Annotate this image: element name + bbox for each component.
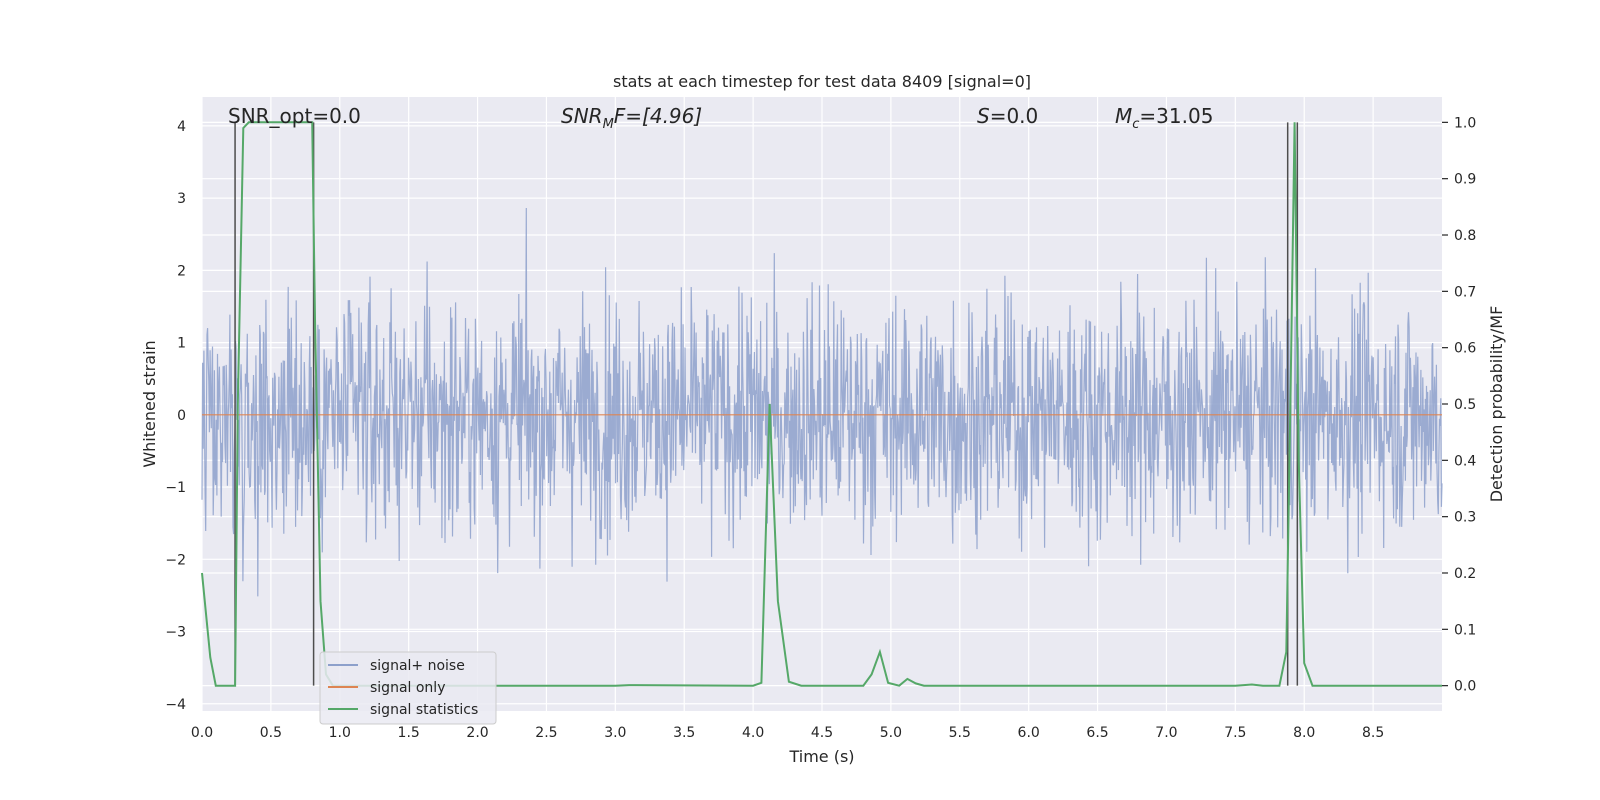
x-axis-label: Time (s) — [788, 747, 854, 766]
y2-tick-label-8: 0.8 — [1454, 228, 1476, 244]
x-tick-label-1: 0.5 — [260, 725, 282, 741]
legend: signal+ noise signal only signal statist… — [319, 651, 497, 725]
y-tick-label-8: 4 — [177, 119, 186, 135]
y-tick-label-7: 3 — [177, 191, 186, 207]
x-tick-label-0: 0.0 — [191, 725, 213, 741]
y-tick-label-0: −4 — [165, 697, 186, 713]
y2-tick-label-5: 0.5 — [1454, 397, 1476, 413]
y2-tick-label-9: 0.9 — [1454, 172, 1476, 188]
x-tick-label-9: 4.5 — [811, 725, 833, 741]
x-tick-label-16: 8.0 — [1293, 725, 1315, 741]
x-tick-label-12: 6.0 — [1018, 725, 1040, 741]
annotation-snr-mf: SNRMF=[4.96] — [561, 104, 702, 132]
y-axis-label: Whitened strain — [140, 340, 159, 467]
x-tick-label-2: 1.0 — [329, 725, 351, 741]
y2-tick-label-2: 0.2 — [1454, 566, 1476, 582]
y2-axis-label: Detection probability/MF — [1487, 306, 1506, 503]
series-signal-noise — [201, 207, 1443, 597]
x-tick-label-10: 5.0 — [880, 725, 902, 741]
annotation-s: S=0.0 — [977, 104, 1038, 128]
legend-label-signal-only: signal only — [370, 680, 445, 696]
y2-tick-label-10: 1.0 — [1454, 115, 1476, 131]
noise-trace — [201, 207, 1443, 597]
y2-tick-label-6: 0.6 — [1454, 341, 1476, 357]
y-tick-label-2: −2 — [165, 552, 186, 568]
y2-tick-label-4: 0.4 — [1454, 453, 1476, 469]
legend-label-signal-noise: signal+ noise — [370, 658, 465, 674]
y-tick-label-1: −3 — [165, 625, 186, 641]
y2-tick-label-7: 0.7 — [1454, 284, 1476, 300]
y-axis-left: −4 −3 −2 −1 0 1 2 3 4 — [165, 119, 186, 713]
y2-tick-label-0: 0.0 — [1454, 679, 1476, 695]
x-tick-label-3: 1.5 — [398, 725, 420, 741]
y-tick-label-4: 0 — [177, 408, 186, 424]
legend-box — [319, 651, 497, 725]
x-tick-label-5: 2.5 — [535, 725, 557, 741]
legend-label-signal-statistics: signal statistics — [370, 702, 478, 718]
y-tick-label-3: −1 — [165, 480, 186, 496]
x-tick-label-8: 4.0 — [742, 725, 764, 741]
y-tick-label-6: 2 — [177, 263, 186, 279]
x-tick-label-13: 6.5 — [1086, 725, 1108, 741]
annotation-mc: Mc=31.05 — [1115, 104, 1213, 132]
x-tick-label-11: 5.5 — [949, 725, 971, 741]
x-axis: 0.0 0.5 1.0 1.5 2.0 2.5 3.0 3.5 4.0 4.5 5.0 5.5 6.0 6… — [191, 725, 1384, 741]
annotation-snr-opt: SNR_opt=0.0 — [228, 104, 361, 128]
x-tick-label-6: 3.0 — [604, 725, 626, 741]
series-signal-statistics — [201, 121, 1442, 687]
y2-tick-label-3: 0.3 — [1454, 510, 1476, 526]
x-tick-label-7: 3.5 — [673, 725, 695, 741]
y2-tick-label-1: 0.1 — [1454, 622, 1476, 638]
x-tick-label-15: 7.5 — [1224, 725, 1246, 741]
x-tick-label-17: 8.5 — [1362, 725, 1384, 741]
y-tick-label-5: 1 — [177, 336, 186, 352]
y-axis-right: 0.0 0.1 0.2 0.3 0.4 0.5 0.6 0.7 0.8 0.9 1.0 — [1442, 115, 1476, 695]
x-tick-label-4: 2.0 — [466, 725, 488, 741]
chart-title: stats at each timestep for test data 840… — [613, 72, 1031, 91]
x-tick-label-14: 7.0 — [1155, 725, 1177, 741]
